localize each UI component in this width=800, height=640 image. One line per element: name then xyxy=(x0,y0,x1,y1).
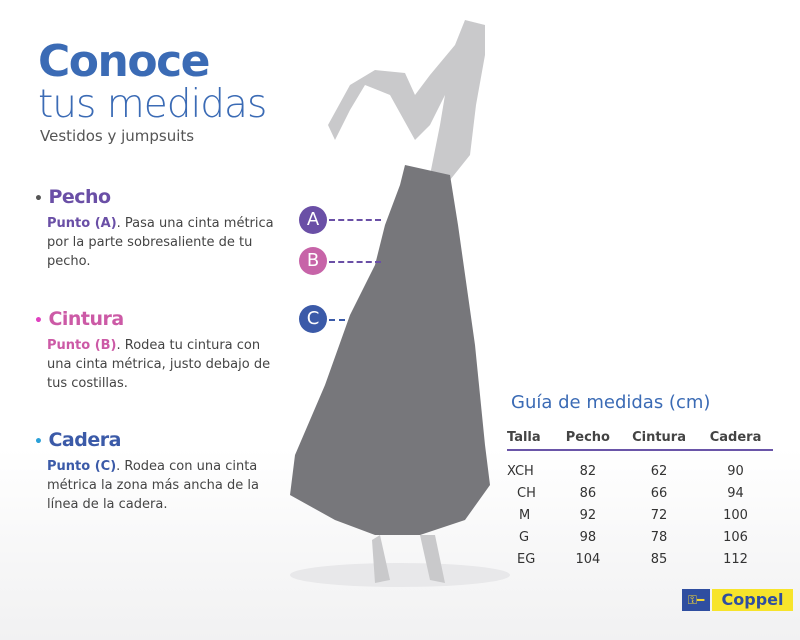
coppel-logo: ⚿━ Coppel xyxy=(682,589,793,611)
section-cadera: • Cadera Punto (C). Rodea con una cinta m… xyxy=(34,429,282,514)
table-cell: 104 xyxy=(575,551,601,567)
table-row: XCH 82 62 90 xyxy=(507,450,773,482)
table-row: CH 86 66 94 xyxy=(507,482,773,504)
table-cell: M xyxy=(519,507,531,523)
dashed-line-c xyxy=(329,319,345,321)
title-light: tus medidas xyxy=(38,82,267,127)
table-cell: EG xyxy=(517,551,536,567)
table-cell: 94 xyxy=(727,485,744,501)
section-text: . Rodea tu cintura con una cinta métrica… xyxy=(47,338,271,391)
section-heading: Pecho xyxy=(48,186,111,208)
table-row: G 98 78 106 xyxy=(507,526,773,548)
section-cintura: • Cintura Punto (B). Rodea tu cintura con… xyxy=(34,308,282,393)
table-row: EG 104 85 112 xyxy=(507,548,773,570)
figure-dress xyxy=(290,165,490,535)
column-header: Talla xyxy=(507,428,556,451)
table-cell: CH xyxy=(517,485,536,501)
section-text: . Pasa una cinta métrica por la parte so… xyxy=(47,216,274,269)
table-cell: 85 xyxy=(650,551,668,567)
guide-title: Guía de medidas (cm) xyxy=(511,392,711,413)
table-cell: 86 xyxy=(579,485,597,501)
table-cell: 82 xyxy=(579,464,597,479)
point-label: Punto (B) xyxy=(47,338,117,353)
figure-body xyxy=(328,20,485,583)
column-header: Cintura xyxy=(619,428,699,451)
section-pecho: • Pecho Punto (A). Pasa una cinta métrica… xyxy=(34,186,282,271)
bullet-icon: • xyxy=(34,313,43,329)
section-heading: Cintura xyxy=(48,308,124,330)
marker-b: B xyxy=(299,247,327,275)
column-header: Cadera xyxy=(698,428,773,451)
marker-c: C xyxy=(299,305,327,333)
figure-shadow xyxy=(290,563,510,587)
table-cell: 106 xyxy=(723,529,748,545)
dashed-line-a xyxy=(329,219,381,221)
column-header: Pecho xyxy=(555,428,620,451)
marker-a: A xyxy=(299,206,327,234)
table-cell: 78 xyxy=(650,529,668,545)
table-cell: 66 xyxy=(650,485,668,501)
subtitle: Vestidos y jumpsuits xyxy=(40,127,195,145)
table-cell: 90 xyxy=(727,464,744,479)
bullet-icon: • xyxy=(34,191,43,207)
key-icon: ⚿━ xyxy=(682,589,710,611)
size-table: Talla Pecho Cintura Cadera XCH 82 62 90 CH 86… xyxy=(507,428,773,570)
table-cell: 62 xyxy=(650,464,668,479)
brand-name: Coppel xyxy=(712,589,793,611)
table-cell: 92 xyxy=(579,507,597,523)
table-cell: 112 xyxy=(723,551,748,567)
table-cell: 100 xyxy=(723,507,748,523)
section-text: . Rodea con una cinta métrica la zona má… xyxy=(47,459,259,512)
section-heading: Cadera xyxy=(48,429,121,451)
dashed-line-b xyxy=(329,261,381,263)
title-bold: Conoce xyxy=(38,36,211,87)
table-cell: 98 xyxy=(579,529,597,545)
point-label: Punto (A) xyxy=(47,216,117,231)
bullet-icon: • xyxy=(34,434,43,450)
table-cell: 72 xyxy=(650,507,668,523)
table-cell: G xyxy=(519,529,530,545)
figure-silhouette xyxy=(290,20,510,587)
point-label: Punto (C) xyxy=(47,459,117,474)
table-cell: XCH xyxy=(507,464,534,479)
table-row: M 92 72 100 xyxy=(507,504,773,526)
